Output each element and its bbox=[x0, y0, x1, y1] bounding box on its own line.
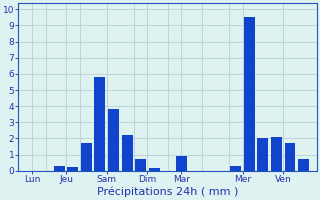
Bar bbox=[258, 138, 268, 171]
Bar bbox=[81, 143, 92, 171]
Bar bbox=[149, 168, 160, 171]
Bar bbox=[298, 159, 309, 171]
Bar bbox=[54, 166, 65, 171]
Bar bbox=[284, 143, 295, 171]
Bar bbox=[108, 109, 119, 171]
Bar bbox=[122, 135, 132, 171]
Bar bbox=[271, 137, 282, 171]
Bar bbox=[176, 156, 187, 171]
X-axis label: Précipitations 24h ( mm ): Précipitations 24h ( mm ) bbox=[97, 187, 238, 197]
Bar bbox=[67, 167, 78, 171]
Bar bbox=[94, 77, 105, 171]
Bar bbox=[244, 17, 255, 171]
Bar bbox=[135, 159, 146, 171]
Bar bbox=[230, 166, 241, 171]
